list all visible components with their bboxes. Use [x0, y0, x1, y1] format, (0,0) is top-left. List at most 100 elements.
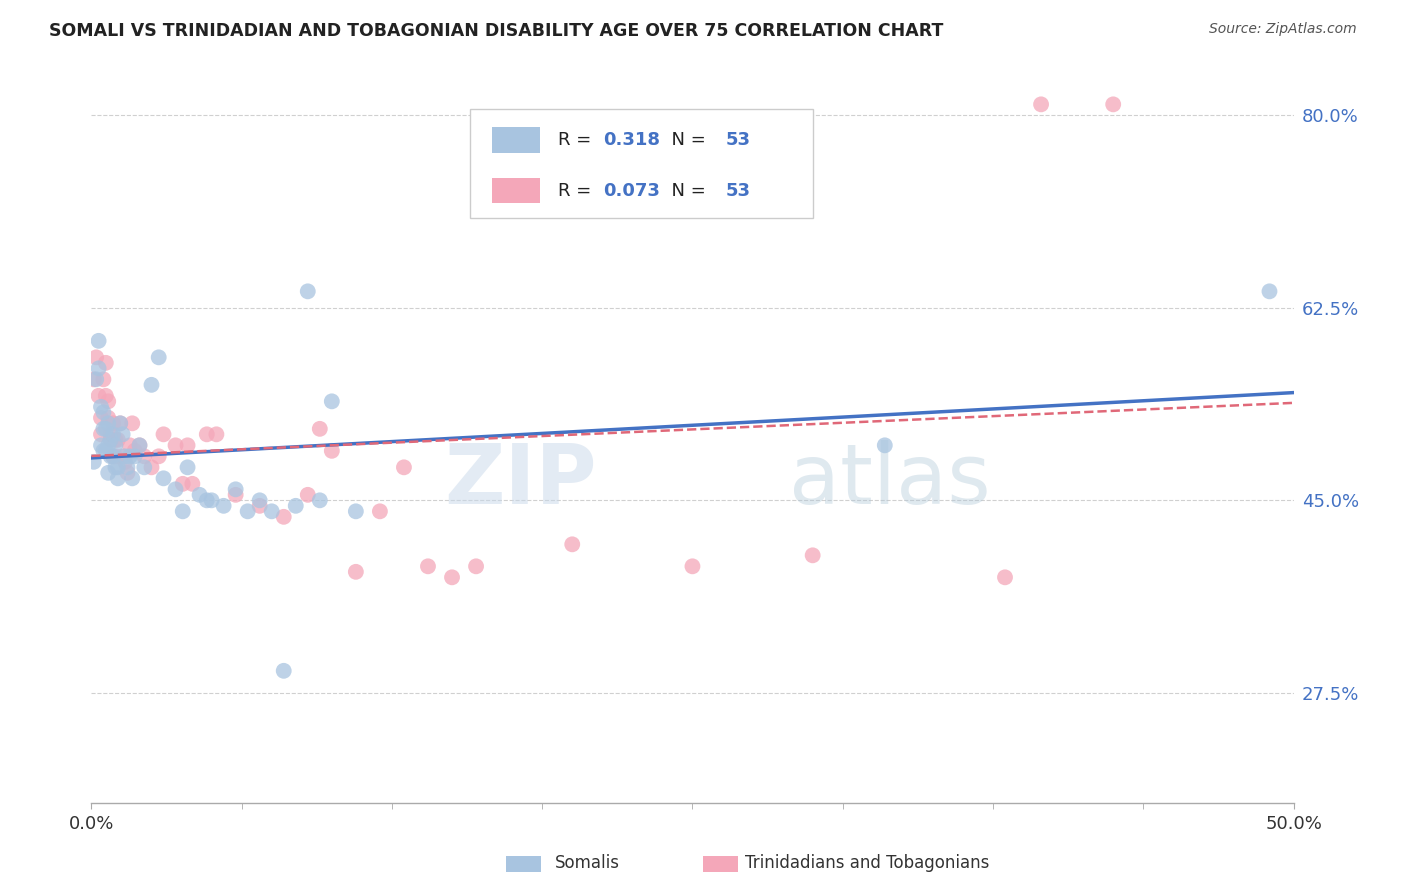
Text: R =: R =: [558, 131, 596, 149]
Point: [344, 504, 367, 518]
Point: [104, 433, 127, 447]
Text: R =: R =: [558, 182, 596, 200]
Point: [93, 443, 115, 458]
Point: [308, 493, 330, 508]
Point: [117, 466, 139, 480]
FancyBboxPatch shape: [470, 110, 813, 218]
Point: [93, 422, 115, 436]
Point: [114, 455, 136, 469]
Text: N =: N =: [659, 131, 711, 149]
Point: [83, 372, 105, 386]
Point: [97, 438, 120, 452]
Point: [97, 466, 120, 480]
Point: [97, 417, 120, 431]
Point: [344, 565, 367, 579]
Point: [176, 460, 198, 475]
Point: [111, 427, 134, 442]
Bar: [492, 127, 540, 153]
Point: [121, 471, 143, 485]
Point: [94, 356, 117, 370]
Point: [181, 476, 204, 491]
Point: [94, 422, 117, 436]
Point: [100, 450, 122, 464]
Point: [141, 460, 163, 475]
Point: [368, 504, 391, 518]
Point: [118, 450, 141, 464]
Point: [249, 493, 271, 508]
Point: [1102, 97, 1125, 112]
Point: [416, 559, 439, 574]
Point: [148, 450, 170, 464]
Point: [212, 499, 235, 513]
Point: [297, 488, 319, 502]
Point: [90, 400, 112, 414]
Point: [97, 394, 120, 409]
Point: [284, 499, 307, 513]
Point: [101, 417, 124, 431]
Point: [111, 450, 134, 464]
Text: Somalis: Somalis: [555, 855, 620, 872]
Text: ZIP: ZIP: [444, 441, 596, 522]
Point: [165, 438, 187, 452]
Point: [128, 438, 150, 452]
Point: [104, 438, 127, 452]
Point: [236, 504, 259, 518]
Point: [94, 443, 117, 458]
Point: [100, 433, 122, 447]
Text: 53: 53: [725, 131, 751, 149]
Point: [87, 334, 110, 348]
Point: [152, 427, 174, 442]
Point: [134, 450, 156, 464]
Point: [93, 405, 115, 419]
Point: [124, 443, 146, 458]
Point: [205, 427, 228, 442]
Point: [141, 377, 163, 392]
Point: [188, 488, 211, 502]
Text: Trinidadians and Tobagonians: Trinidadians and Tobagonians: [745, 855, 990, 872]
Point: [165, 483, 187, 497]
Text: 0.073: 0.073: [603, 182, 661, 200]
Point: [117, 460, 139, 475]
Point: [1258, 285, 1281, 299]
Point: [94, 389, 117, 403]
Point: [110, 417, 132, 431]
Point: [994, 570, 1017, 584]
Point: [297, 285, 319, 299]
Point: [90, 427, 112, 442]
Point: [201, 493, 224, 508]
Point: [176, 438, 198, 452]
Point: [321, 394, 343, 409]
Point: [107, 471, 129, 485]
Text: N =: N =: [659, 182, 711, 200]
Point: [97, 410, 120, 425]
Point: [273, 664, 295, 678]
Point: [90, 438, 112, 452]
Point: [561, 537, 583, 551]
Point: [273, 509, 295, 524]
Point: [107, 433, 129, 447]
Point: [128, 438, 150, 452]
Point: [83, 455, 105, 469]
Point: [392, 460, 415, 475]
Point: [118, 438, 141, 452]
Text: SOMALI VS TRINIDADIAN AND TOBAGONIAN DISABILITY AGE OVER 75 CORRELATION CHART: SOMALI VS TRINIDADIAN AND TOBAGONIAN DIS…: [49, 22, 943, 40]
Point: [114, 450, 136, 464]
Point: [195, 493, 218, 508]
Point: [873, 438, 896, 452]
Point: [801, 549, 824, 563]
Point: [84, 351, 107, 365]
Bar: [492, 178, 540, 203]
Point: [308, 422, 330, 436]
Point: [101, 450, 124, 464]
Point: [681, 559, 703, 574]
Point: [465, 559, 488, 574]
Point: [195, 427, 218, 442]
Point: [84, 372, 107, 386]
Text: 0.318: 0.318: [603, 131, 661, 149]
Point: [87, 361, 110, 376]
Point: [104, 460, 127, 475]
Text: atlas: atlas: [789, 441, 990, 522]
Point: [152, 471, 174, 485]
Point: [321, 443, 343, 458]
Point: [101, 450, 124, 464]
